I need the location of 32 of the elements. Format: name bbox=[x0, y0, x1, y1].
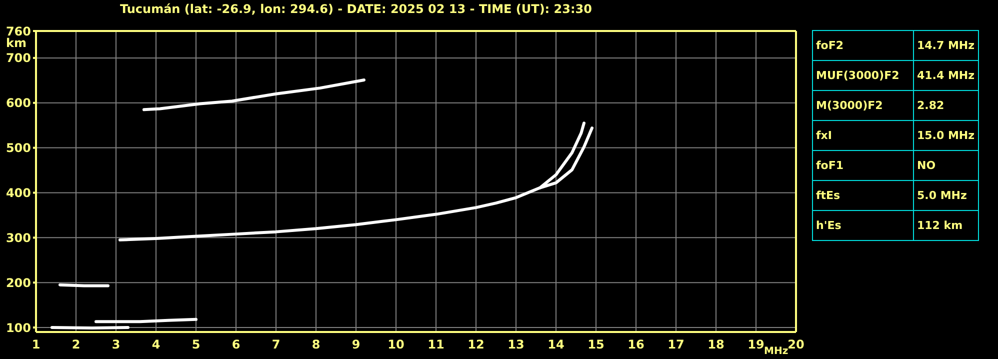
x-tick-label: 5 bbox=[192, 338, 200, 352]
x-tick-label: 19 bbox=[748, 338, 764, 352]
y-axis-title: km bbox=[6, 36, 26, 50]
x-tick-label: 15 bbox=[588, 338, 604, 352]
y-tick-label: 760 bbox=[6, 24, 31, 38]
x-tick-label: 1 bbox=[32, 338, 40, 352]
x-tick-label: 17 bbox=[668, 338, 684, 352]
x-tick-label: 10 bbox=[388, 338, 404, 352]
y-tick-label: 300 bbox=[6, 230, 31, 245]
y-tick-label: 400 bbox=[6, 186, 31, 200]
x-tick-label: 11 bbox=[428, 338, 444, 352]
x-tick-label: 4 bbox=[152, 338, 160, 352]
x-tick-label: 6 bbox=[232, 338, 240, 352]
x-tick-label: 9 bbox=[352, 338, 360, 352]
x-tick-label: 12 bbox=[468, 338, 484, 352]
y-tick-label: 200 bbox=[6, 276, 31, 290]
x-tick-label: 7 bbox=[272, 338, 280, 352]
y-tick-label: 500 bbox=[6, 141, 31, 156]
x-axis-title: MHz bbox=[764, 346, 788, 357]
x-tick-label: 20 bbox=[788, 338, 804, 352]
chart-title: Tucumán (lat: -26.9, lon: 294.6) - DATE: 2025 02 13 - TIME (UT): 23:30 bbox=[120, 2, 592, 16]
y-tick-label: 100 bbox=[6, 320, 31, 335]
y-tick-label: 600 bbox=[6, 96, 31, 110]
x-tick-label: 3 bbox=[112, 338, 120, 352]
x-tick-label: 13 bbox=[508, 338, 524, 352]
y-tick-label: 700 bbox=[6, 51, 31, 66]
x-tick-label: 2 bbox=[72, 338, 80, 352]
x-tick-label: 8 bbox=[312, 338, 320, 352]
x-tick-label: 18 bbox=[708, 338, 724, 352]
parameter-table: foF2 14.7 MHz MUF(3000)F2 41.4 MHz M(3000)F2 2.82 fxI 15.0 MHz foF1 NO ftEs 5.0 MHz h'Es 112 km bbox=[812, 30, 979, 241]
x-tick-label: 14 bbox=[548, 338, 564, 352]
x-tick-label: 16 bbox=[628, 338, 644, 352]
